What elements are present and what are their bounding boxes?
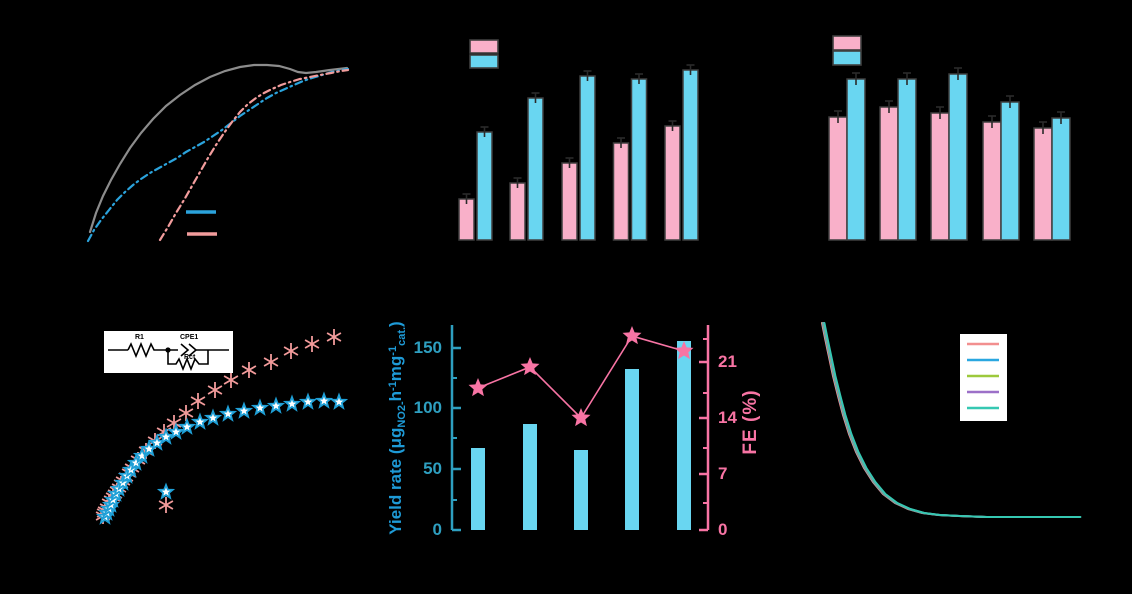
blue-star-marker	[234, 401, 254, 419]
e-right-tick-label: 14	[718, 408, 737, 427]
panel-b-bars-pink-bars	[509, 182, 526, 241]
e-left-tick-label: 50	[423, 459, 442, 478]
panel-c-bars-blue-bars	[897, 78, 917, 241]
blue-star-marker	[166, 422, 186, 440]
blue-star-marker	[218, 404, 238, 422]
curve-1	[821, 322, 1079, 518]
e-right-tick-label: 21	[718, 352, 737, 371]
panel-d-legend-star-blue	[156, 482, 176, 500]
panel-b-bars	[458, 39, 699, 241]
blue-star-marker	[156, 427, 176, 445]
e-right-tick-label: 7	[718, 464, 728, 483]
blue-curve	[86, 67, 350, 243]
panel-d-nyquist-scatter	[95, 329, 349, 525]
panel-c-bars	[828, 35, 1071, 241]
e-left-tick-label: 150	[413, 338, 442, 357]
curve-4	[822, 322, 1081, 518]
panel-c-bars-legend-swatch-1	[832, 50, 862, 66]
e-fe-star-marker	[622, 326, 642, 345]
e-right-tick-label: 0	[718, 520, 728, 539]
e-left-tick-label: 0	[432, 520, 442, 539]
circuit-label-r1: R1	[135, 334, 144, 341]
panel-b-bars-blue-bars	[682, 69, 699, 241]
panel-b-bars-blue-bars	[630, 78, 648, 241]
blue-star-marker	[314, 391, 334, 409]
e-left-tick-label: 100	[413, 398, 442, 417]
e-fe-star-marker	[520, 357, 540, 376]
gray-curve	[88, 63, 349, 234]
panel-b-bars-blue-bars	[579, 75, 596, 241]
curve-5	[823, 322, 1082, 518]
panel-f-legend-box	[960, 334, 1007, 421]
panel-b-bars-pink-bars	[612, 142, 630, 241]
panel-b-bars-pink-bars	[458, 198, 475, 241]
blue-star-marker	[190, 412, 210, 430]
panel-c-bars-blue-bars	[948, 73, 968, 241]
e-yield-bar	[574, 450, 588, 530]
yield-label-sup2: -1	[387, 345, 399, 356]
e-fe-star-marker	[468, 378, 488, 397]
pink-curve	[158, 68, 350, 242]
curve-3	[822, 322, 1081, 518]
panel-c-bars-pink-bars	[828, 116, 848, 241]
e-yield-bar	[471, 448, 485, 530]
panel-b-bars-blue-bars	[476, 131, 493, 241]
panel-c-bars-blue-bars	[1051, 117, 1071, 241]
circuit-label-rct: Rct	[184, 354, 196, 361]
equivalent-circuit-inset: R1 CPE1 Rct	[104, 331, 233, 373]
e-yield-bar	[677, 341, 691, 530]
blue-star-marker	[126, 453, 146, 471]
panel-b-bars-pink-bars	[664, 125, 681, 241]
panel-f-decay-curves	[821, 322, 1082, 518]
panel-c-bars-pink-bars	[982, 121, 1002, 241]
panel-c-bars-blue-bars	[1000, 101, 1020, 241]
panel-b-bars-legend-swatch-0	[469, 39, 499, 54]
panel-c-bars-legend-swatch-0	[832, 35, 862, 51]
blue-star-marker	[298, 392, 318, 410]
panel-b-bars-pink-bars	[561, 162, 578, 241]
panel-e-dual-axis-chart	[450, 325, 710, 532]
yield-label-sup1: -1	[387, 381, 399, 391]
e-fe-star-marker	[674, 341, 694, 360]
e-fe-star-marker	[571, 408, 591, 427]
blue-star-marker	[203, 408, 223, 426]
blue-star-marker	[329, 392, 349, 410]
panel-a-line-chart	[86, 63, 350, 243]
yield-label-mid2: mg	[386, 355, 405, 382]
panel-b-bars-legend-swatch-1	[469, 54, 499, 69]
e-yield-bar	[625, 369, 639, 530]
e-fe-line	[477, 335, 685, 420]
blue-star-marker	[177, 417, 197, 435]
panel-b-bars-blue-bars	[527, 97, 544, 241]
panel-c-bars-pink-bars	[879, 106, 899, 241]
e-yield-bar	[523, 424, 537, 530]
curve-2	[821, 322, 1080, 518]
blue-star-marker	[282, 394, 302, 412]
panel-c-bars-blue-bars	[846, 78, 866, 241]
circuit-drawing	[108, 341, 229, 372]
yield-label-pre: Yield rate (μg	[386, 427, 405, 535]
blue-star-marker	[250, 398, 270, 416]
circuit-label-cpe1: CPE1	[180, 334, 199, 341]
blue-star-marker	[266, 396, 286, 414]
panel-c-bars-pink-bars	[930, 112, 950, 241]
panel-c-bars-pink-bars	[1033, 127, 1053, 241]
